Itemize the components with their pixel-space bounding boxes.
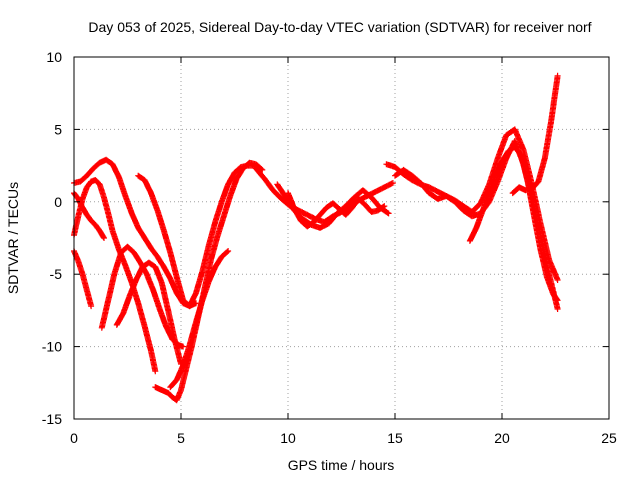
series-arc-10 xyxy=(252,165,396,226)
series-arc-15 xyxy=(466,143,561,304)
x-tick-label: 25 xyxy=(601,430,617,446)
x-tick-label: 15 xyxy=(387,430,403,446)
y-tick-label: 0 xyxy=(54,194,62,210)
x-tick-label: 5 xyxy=(177,430,185,446)
series-markers xyxy=(509,72,561,197)
series-markers xyxy=(135,162,264,310)
y-tick-label: 10 xyxy=(46,49,62,65)
y-axis-label: SDTVAR / TECUs xyxy=(5,182,21,294)
series-markers xyxy=(466,143,561,304)
axis-ticks xyxy=(73,56,610,420)
axis-tick-labels: 0 5 10 15 20 25 -15 -10 -5 0 5 10 xyxy=(42,49,617,446)
x-tick-label: 20 xyxy=(494,430,510,446)
y-tick-label: -15 xyxy=(42,411,62,427)
series-arc-7 xyxy=(135,162,264,310)
series-arc-16 xyxy=(509,72,561,197)
series-arc-12 xyxy=(285,190,388,230)
grid xyxy=(74,57,609,419)
y-tick-label: -5 xyxy=(50,266,63,282)
chart-title: Day 053 of 2025, Sidereal Day-to-day VTE… xyxy=(88,19,591,35)
x-tick-label: 10 xyxy=(280,430,296,446)
plot-frame xyxy=(73,56,610,420)
series-arc-9 xyxy=(167,248,232,391)
series-markers xyxy=(113,259,184,367)
series-markers xyxy=(167,248,232,391)
y-tick-label: 5 xyxy=(54,121,62,137)
series-markers xyxy=(285,190,388,230)
y-tick-label: -10 xyxy=(42,339,62,355)
x-axis-label: GPS time / hours xyxy=(288,457,395,473)
series-arc-6 xyxy=(113,259,184,367)
x-tick-label: 0 xyxy=(70,430,78,446)
series-markers xyxy=(252,165,396,226)
series-layer xyxy=(71,72,561,404)
